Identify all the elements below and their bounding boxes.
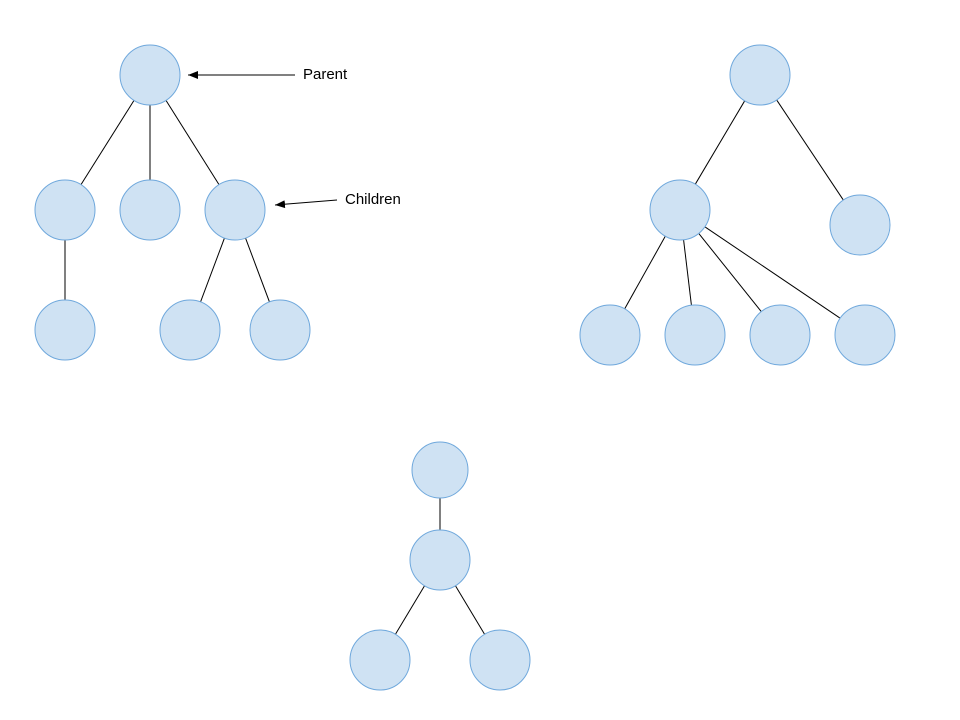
diagram-canvas: Parent Children <box>0 0 960 720</box>
tree-edge <box>625 236 666 309</box>
annotation-label: Parent <box>303 66 348 83</box>
tree-node <box>120 180 180 240</box>
annotation-arrow <box>275 200 337 205</box>
tree-node <box>250 300 310 360</box>
tree-right <box>580 45 895 365</box>
tree-edge <box>455 586 484 635</box>
tree-node <box>160 300 220 360</box>
tree-node <box>35 180 95 240</box>
tree-node <box>580 305 640 365</box>
tree-edge <box>705 227 840 318</box>
tree-node <box>35 300 95 360</box>
tree-node <box>350 630 410 690</box>
tree-edge <box>395 586 424 635</box>
tree-node <box>412 442 468 498</box>
annotation-label: Children <box>345 191 401 208</box>
tree-node <box>750 305 810 365</box>
tree-node <box>835 305 895 365</box>
tree-node <box>470 630 530 690</box>
tree-node <box>830 195 890 255</box>
tree-edge <box>684 240 692 305</box>
label-children: Children <box>275 191 401 208</box>
label-parent: Parent <box>188 66 348 83</box>
tree-edge <box>201 238 225 302</box>
tree-node <box>410 530 470 590</box>
tree-edge <box>695 101 744 184</box>
tree-edge <box>699 233 762 311</box>
tree-node <box>730 45 790 105</box>
tree-bottom <box>350 442 530 690</box>
tree-node <box>650 180 710 240</box>
tree-edge <box>81 100 134 184</box>
tree-node <box>665 305 725 365</box>
tree-edge <box>246 238 270 302</box>
tree-node <box>120 45 180 105</box>
tree-edge <box>166 100 219 184</box>
tree-node <box>205 180 265 240</box>
tree-left <box>35 45 310 360</box>
tree-edge <box>777 100 844 200</box>
